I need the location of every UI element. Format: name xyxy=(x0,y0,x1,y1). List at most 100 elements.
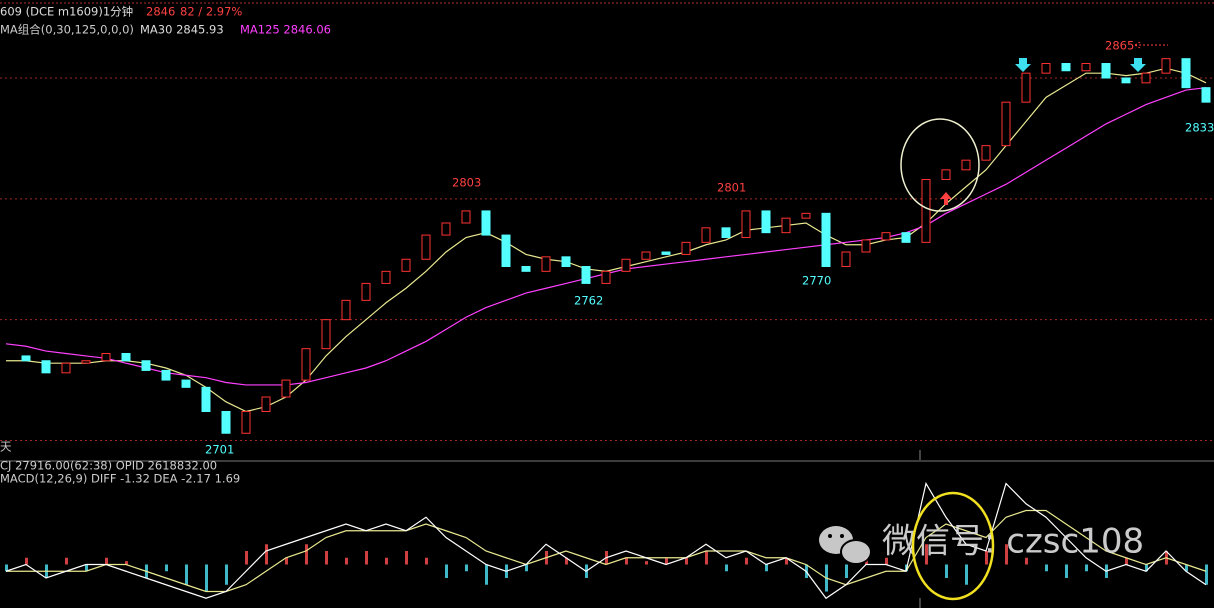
candle xyxy=(881,232,891,241)
volume-info: CJ 27916.00(62:38) OPID 2618832.00 xyxy=(0,459,217,473)
candle xyxy=(981,145,991,161)
candle xyxy=(581,266,591,284)
diff-line xyxy=(5,481,1207,600)
candle xyxy=(781,217,791,234)
annotation: 2865 xyxy=(1105,39,1134,53)
candle xyxy=(941,169,951,180)
macd-bar xyxy=(745,557,748,565)
candle xyxy=(61,362,71,374)
candle xyxy=(381,270,391,284)
candle xyxy=(761,210,771,234)
candle xyxy=(1081,63,1091,72)
candle xyxy=(1181,58,1191,89)
annotation: 2833 xyxy=(1185,121,1214,135)
candle xyxy=(1041,63,1051,74)
candle xyxy=(681,241,691,255)
arrow-line xyxy=(1134,41,1168,49)
candle xyxy=(101,353,111,362)
macd-bar xyxy=(1025,557,1028,565)
macd-bar xyxy=(25,557,28,565)
last-price: 2846 xyxy=(146,5,175,19)
symbol: 609 (DCE m1609)1分钟 xyxy=(0,5,133,19)
candle xyxy=(841,251,851,267)
macd-bar xyxy=(405,551,408,565)
candle xyxy=(301,348,311,381)
macd-bar xyxy=(285,557,288,565)
macd-bar xyxy=(885,557,888,565)
macd-bar xyxy=(325,551,328,565)
candle xyxy=(1101,63,1111,79)
macd-bar xyxy=(205,564,208,592)
period-label: 天 xyxy=(0,440,12,454)
macd-bar xyxy=(5,564,8,572)
annotation: 2701 xyxy=(205,443,234,457)
macd-bar xyxy=(665,557,668,565)
highlight-circle xyxy=(911,491,995,601)
macd-bar xyxy=(465,564,468,572)
macd-bar xyxy=(105,557,108,565)
candle xyxy=(261,396,271,412)
macd-bar xyxy=(1205,564,1208,585)
annotation: 2770 xyxy=(802,274,831,288)
ma30-label: MA30 2845.93 xyxy=(140,23,224,37)
macd-bar xyxy=(185,564,188,585)
macd-bar xyxy=(1185,564,1188,572)
candle xyxy=(241,411,251,434)
macd-bar xyxy=(785,557,788,565)
macd-info: MACD(12,26,9) DIFF -1.32 DEA -2.17 1.69 xyxy=(0,472,240,486)
macd-bar xyxy=(1145,564,1148,572)
macd-bar xyxy=(985,551,988,565)
candle xyxy=(121,353,131,362)
candle xyxy=(181,379,191,388)
macd-bar xyxy=(965,564,968,585)
candle xyxy=(801,212,811,219)
candle xyxy=(821,212,831,267)
candle xyxy=(1061,63,1071,72)
ma-set: MA组合(0,30,125,0,0,0) xyxy=(0,23,134,37)
candle xyxy=(321,319,331,350)
macd-bar xyxy=(305,544,308,565)
macd-bar xyxy=(245,551,248,565)
macd-bar xyxy=(125,561,128,565)
down-arrow xyxy=(1130,58,1146,72)
candle xyxy=(481,210,491,236)
macd-bar xyxy=(425,557,428,565)
candle xyxy=(201,386,211,413)
macd-bar xyxy=(945,564,948,578)
candle xyxy=(701,227,711,243)
candle xyxy=(221,411,231,434)
up-arrow xyxy=(940,192,952,205)
macd-bar xyxy=(1065,564,1068,578)
candle xyxy=(161,369,171,381)
candle xyxy=(541,256,551,272)
candle xyxy=(901,232,911,243)
annotation: 2801 xyxy=(717,181,746,195)
candle xyxy=(1201,87,1211,103)
macd-bar xyxy=(765,564,768,572)
candle xyxy=(721,227,731,238)
candle xyxy=(1141,72,1151,84)
watermark: 微信号: czsc108 xyxy=(882,522,1144,562)
macd-bar xyxy=(1085,564,1088,572)
price-change: 82 / 2.97% xyxy=(180,5,242,19)
candle xyxy=(501,234,511,267)
highlight-circle xyxy=(900,118,980,212)
candle xyxy=(1161,58,1171,74)
macd-bar xyxy=(345,557,348,565)
candle xyxy=(401,258,411,272)
candle xyxy=(281,379,291,398)
candle xyxy=(1001,101,1011,147)
candle xyxy=(661,251,671,255)
price-panel xyxy=(0,58,1214,441)
macd-bar xyxy=(385,557,388,565)
candle xyxy=(21,355,31,362)
candle xyxy=(41,360,51,374)
ma125-label: MA125 2846.06 xyxy=(240,23,331,37)
macd-bar xyxy=(165,564,168,572)
macd-bar xyxy=(525,564,528,572)
macd-bar xyxy=(705,551,708,565)
candle xyxy=(461,210,471,224)
candle xyxy=(921,179,931,243)
